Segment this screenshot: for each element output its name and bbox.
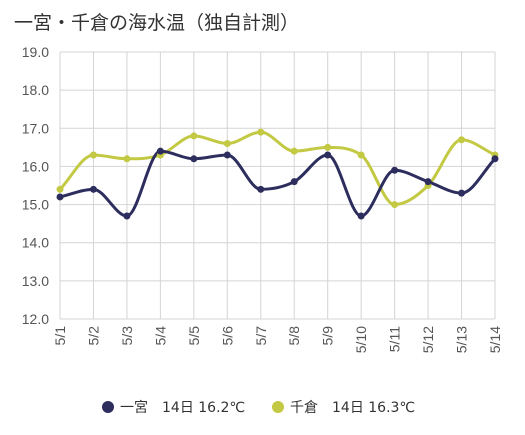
chart-title: 一宮・千倉の海水温（独自計測） [14, 12, 300, 34]
data-point [223, 151, 231, 159]
data-point [190, 155, 198, 163]
y-tick-label: 14.0 [22, 235, 49, 251]
y-axis-ticks: 12.0 13.0 14.0 15.0 16.0 17.0 18.0 19.0 [22, 44, 49, 327]
data-point [458, 136, 466, 144]
data-point [290, 178, 298, 186]
data-point [56, 193, 64, 201]
data-point [324, 151, 332, 159]
data-point [89, 151, 97, 159]
x-tick-label: 5/9 [320, 326, 336, 346]
y-tick-label: 16.0 [22, 158, 49, 174]
x-tick-label: 5/11 [387, 326, 403, 352]
series-points [56, 128, 499, 220]
grid-lines [59, 51, 496, 320]
y-tick-label: 17.0 [22, 120, 49, 136]
y-tick-label: 18.0 [22, 82, 49, 98]
x-tick-label: 5/10 [353, 326, 369, 353]
data-point [223, 140, 231, 148]
x-tick-label: 5/7 [253, 326, 269, 346]
data-point [357, 151, 365, 159]
data-point [257, 128, 265, 136]
x-tick-label: 5/6 [219, 326, 235, 346]
legend-marker [102, 401, 114, 413]
x-tick-label: 5/12 [420, 326, 436, 353]
series-line-1 [58, 130, 497, 207]
data-point [89, 185, 97, 193]
data-point [123, 155, 131, 163]
x-tick-label: 5/14 [487, 326, 503, 353]
x-tick-label: 5/2 [85, 326, 101, 346]
series-lines [58, 130, 497, 218]
data-point [491, 155, 499, 163]
data-point [257, 185, 265, 193]
legend-label: 千倉 14日 16.3℃ [290, 400, 415, 416]
data-point [357, 212, 365, 220]
data-point [156, 147, 164, 155]
data-point [123, 212, 131, 220]
legend: 一宮 14日 16.2℃ 千倉 14日 16.3℃ [102, 400, 415, 416]
data-point [190, 132, 198, 140]
x-tick-label: 5/3 [119, 326, 135, 346]
data-point [324, 143, 332, 151]
legend-marker [272, 401, 284, 413]
x-axis-ticks: 5/1 5/2 5/3 5/4 5/5 5/6 5/7 5/8 5/9 5/10 5/11 5/12 5… [52, 326, 503, 353]
series-line-0 [58, 149, 497, 218]
legend-label: 一宮 14日 16.2℃ [120, 400, 245, 416]
data-point [391, 201, 399, 209]
x-tick-label: 5/4 [152, 326, 168, 346]
data-point [424, 178, 432, 186]
x-tick-label: 5/13 [454, 326, 470, 353]
data-point [56, 185, 64, 193]
x-tick-label: 5/8 [286, 326, 302, 346]
data-point [391, 166, 399, 174]
y-tick-label: 19.0 [22, 44, 49, 60]
data-point [458, 189, 466, 197]
x-tick-label: 5/5 [186, 326, 202, 346]
y-tick-label: 13.0 [22, 273, 49, 289]
x-tick-label: 5/1 [52, 326, 68, 346]
y-tick-label: 15.0 [22, 197, 49, 213]
data-point [290, 147, 298, 155]
y-tick-label: 12.0 [22, 311, 49, 327]
